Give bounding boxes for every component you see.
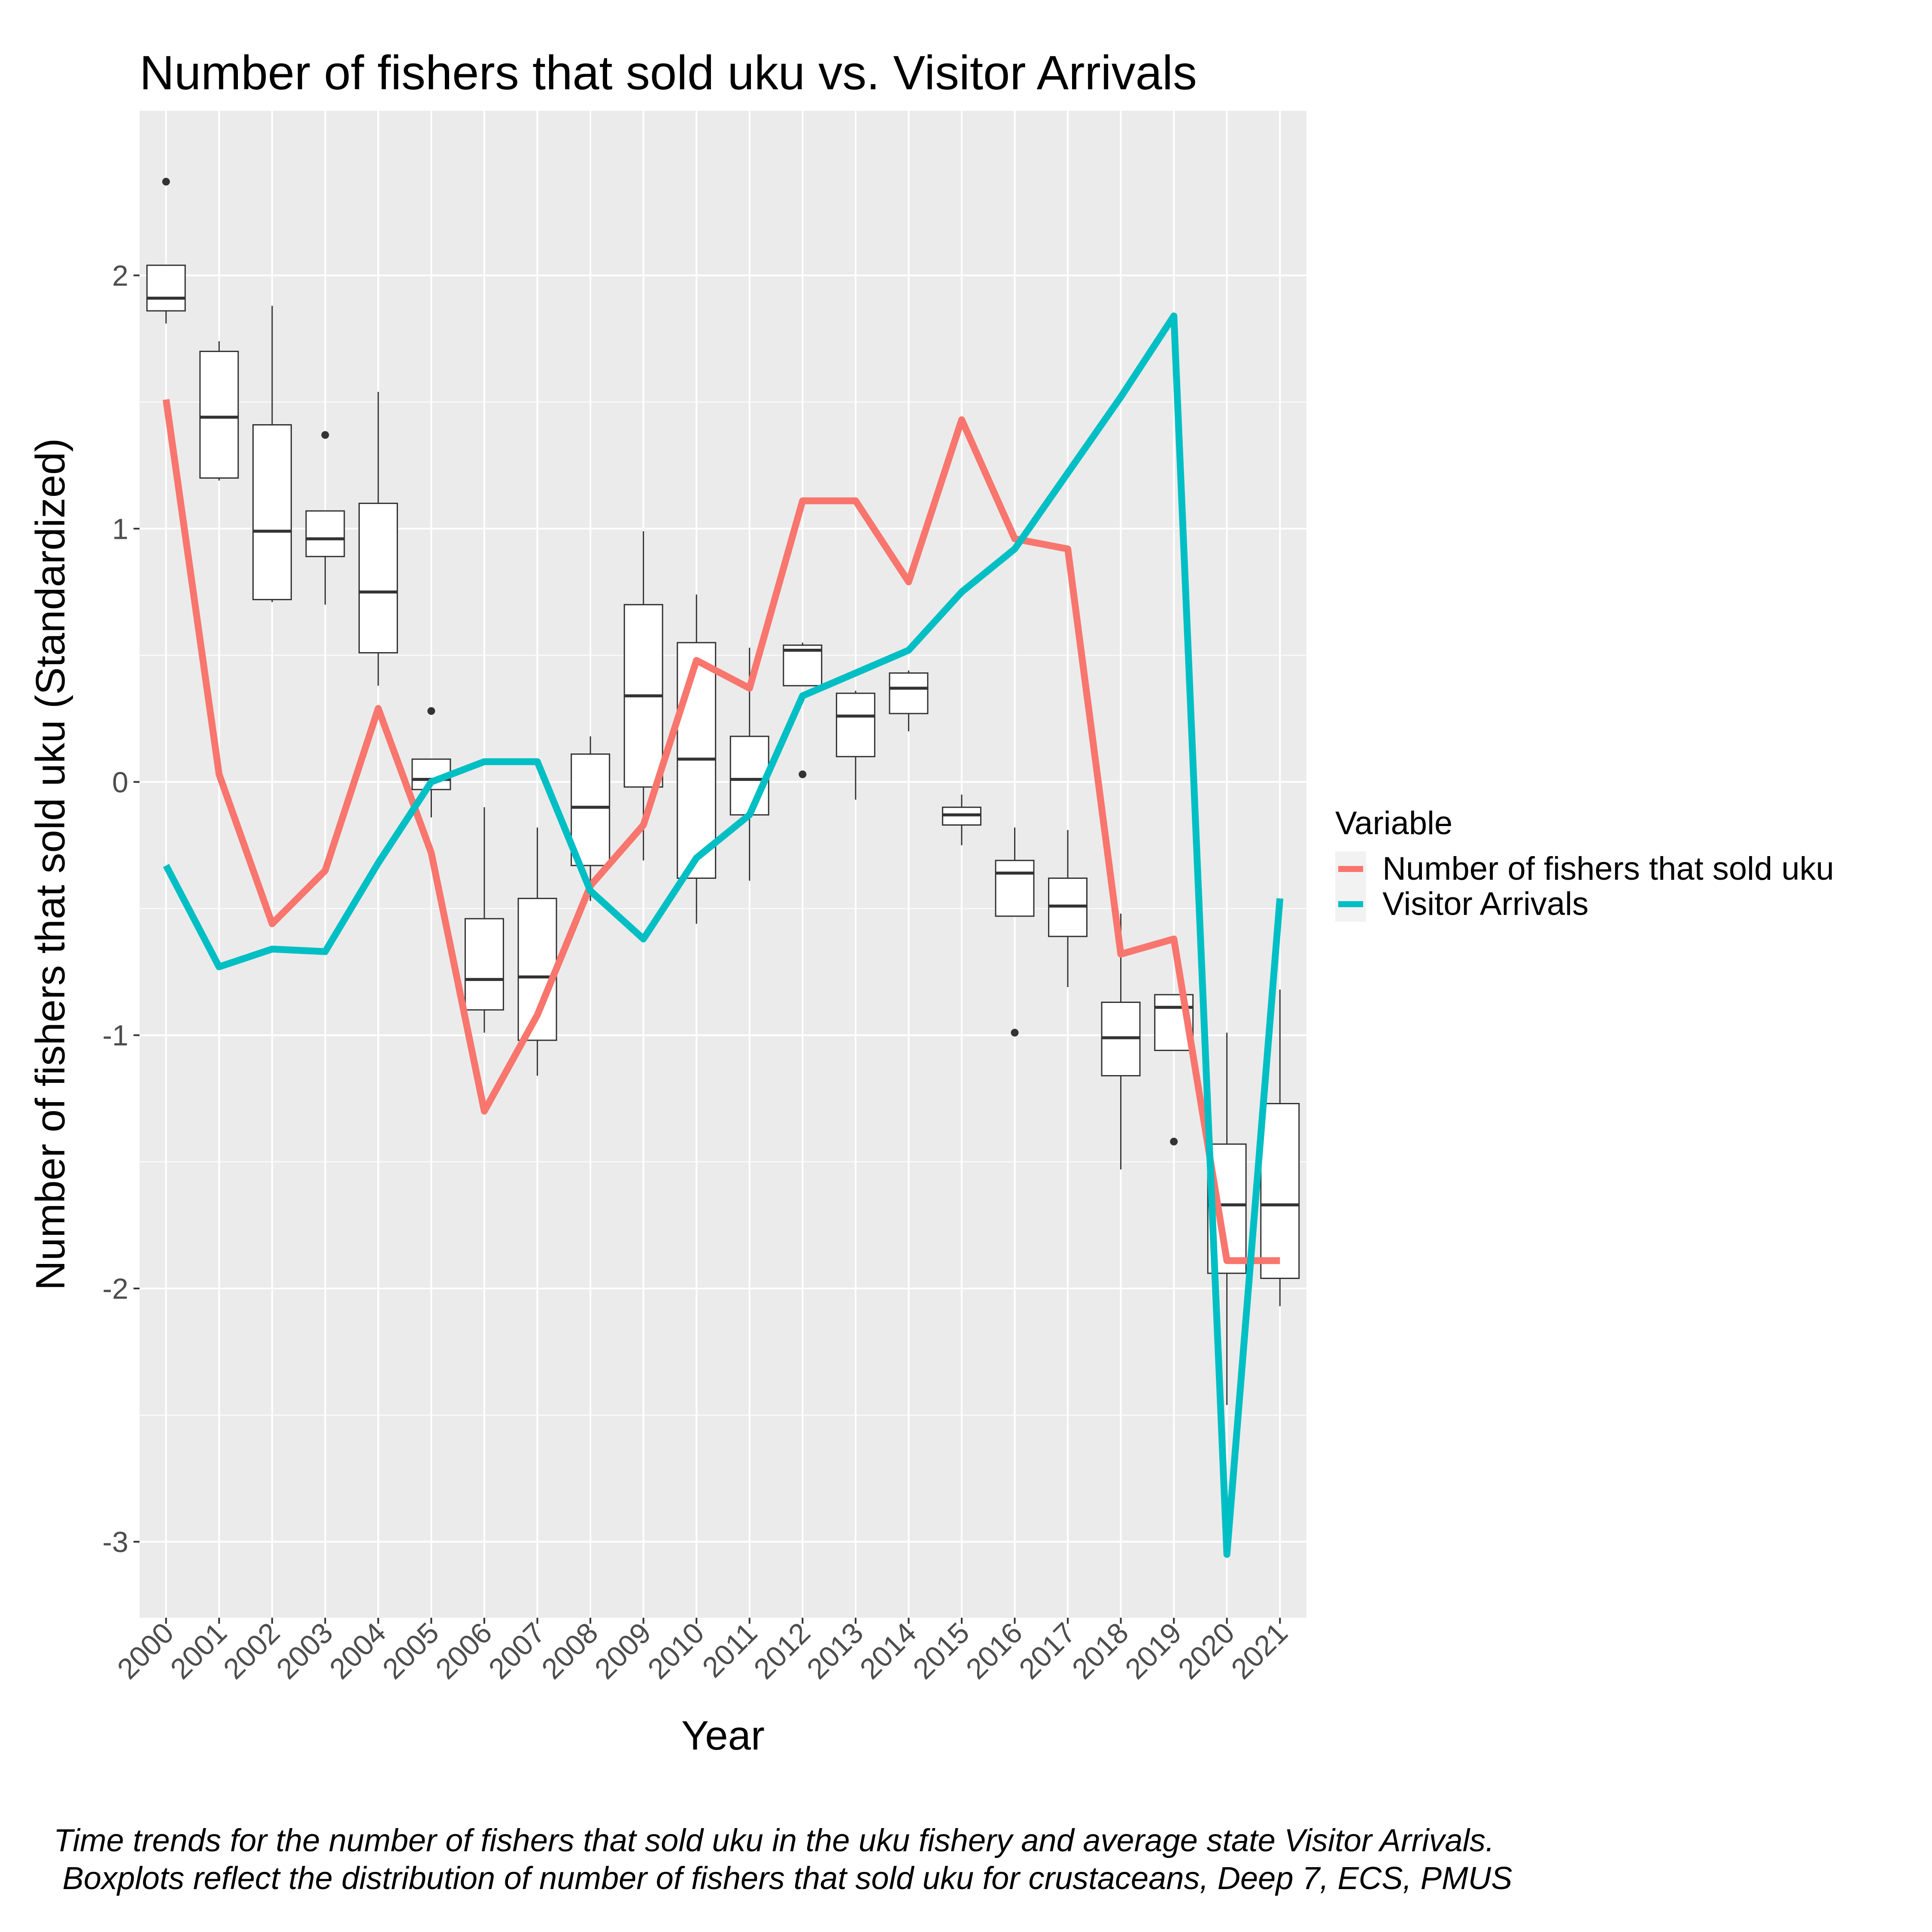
outlier-point: [1011, 1029, 1019, 1037]
y-tick-label: 2: [112, 259, 128, 292]
box: [146, 264, 186, 312]
boxplot-2018: [1101, 914, 1141, 1170]
boxplot-2001: [199, 341, 239, 481]
x-tick-label: 2017: [1013, 1616, 1082, 1686]
x-tick-label: 2000: [111, 1616, 180, 1686]
series-lines: [162, 312, 1284, 1558]
boxplot-2003: [305, 431, 345, 605]
boxplot-2011: [729, 647, 769, 881]
outlier-point: [162, 178, 170, 186]
x-tick-label: 2020: [1172, 1616, 1241, 1686]
x-axis-title: Year: [681, 1713, 765, 1759]
series-line-1: [162, 399, 1280, 1264]
x-tick-label: 2003: [270, 1616, 339, 1686]
box: [465, 918, 504, 1011]
legend: Variable Number of fishers that sold uku…: [1335, 805, 1834, 922]
legend-label-1: Number of fishers that sold uku: [1382, 851, 1834, 887]
boxplot-2008: [571, 736, 611, 901]
boxplot-2013: [835, 690, 875, 800]
boxplot-2000: [146, 178, 186, 324]
x-tick-label: 2005: [376, 1616, 445, 1686]
boxplot-2002: [252, 306, 292, 602]
chart-title: Number of fishers that sold uku vs. Visi…: [140, 46, 1197, 100]
box: [305, 510, 345, 557]
outlier-point: [1170, 1137, 1178, 1145]
caption-line-1: Time trends for the number of fishers th…: [54, 1823, 1495, 1858]
y-tick-label: -2: [103, 1273, 128, 1305]
boxplot-2015: [942, 794, 981, 845]
box: [889, 672, 929, 714]
y-tick-label: 0: [112, 766, 128, 799]
x-tick-label: 2012: [747, 1616, 817, 1686]
x-axis: 2000200120022003200420052006200720082009…: [111, 1616, 1294, 1686]
y-tick-label: -3: [103, 1526, 128, 1558]
y-axis-title: Number of fishers that sold uku (Standar…: [27, 438, 73, 1291]
boxplot-2009: [623, 531, 663, 861]
boxplot-2016: [995, 827, 1035, 1037]
x-tick-label: 2019: [1119, 1616, 1188, 1686]
box: [252, 424, 292, 601]
box: [995, 860, 1035, 917]
x-tick-label: 2009: [589, 1616, 658, 1686]
box: [571, 753, 611, 866]
box: [729, 735, 769, 816]
boxplot-2021: [1260, 990, 1300, 1306]
x-tick-label: 2007: [482, 1616, 551, 1686]
box: [783, 644, 823, 687]
box: [835, 693, 875, 757]
legend-label-2: Visitor Arrivals: [1382, 886, 1589, 922]
box: [199, 350, 239, 479]
x-tick-label: 2021: [1225, 1616, 1294, 1686]
y-tick-label: -1: [103, 1019, 128, 1052]
boxplot-2017: [1048, 830, 1088, 987]
legend-title: Variable: [1335, 805, 1452, 841]
box: [358, 502, 398, 653]
x-tick-label: 2018: [1066, 1616, 1135, 1686]
y-axis: -3 -2 -1 0 1 2: [103, 259, 140, 1558]
x-tick-label: 2006: [429, 1616, 498, 1686]
boxplot-2004: [358, 392, 398, 686]
outlier-point: [427, 707, 435, 715]
x-tick-label: 2016: [960, 1616, 1029, 1686]
x-tick-label: 2002: [217, 1616, 286, 1686]
box: [1260, 1103, 1300, 1279]
x-tick-label: 2011: [696, 1616, 763, 1684]
x-tick-label: 2010: [641, 1616, 711, 1686]
plot-panel: [140, 111, 1306, 1618]
boxplot-2012: [783, 642, 823, 778]
x-tick-label: 2001: [164, 1616, 233, 1686]
boxplot-2010: [677, 594, 717, 924]
x-tick-label: 2004: [323, 1616, 392, 1686]
boxplot-2006: [465, 807, 504, 1033]
x-tick-label: 2008: [535, 1616, 605, 1686]
outlier-point: [799, 770, 807, 778]
boxplot-2014: [889, 670, 929, 732]
series-line-2: [163, 312, 1284, 1558]
x-tick-label: 2013: [801, 1616, 870, 1686]
caption-line-2: Boxplots reflect the distribution of num…: [54, 1860, 1512, 1896]
x-tick-label: 2014: [854, 1616, 923, 1686]
y-tick-label: 1: [112, 513, 128, 545]
x-tick-label: 2015: [907, 1616, 976, 1686]
outlier-point: [321, 431, 329, 439]
